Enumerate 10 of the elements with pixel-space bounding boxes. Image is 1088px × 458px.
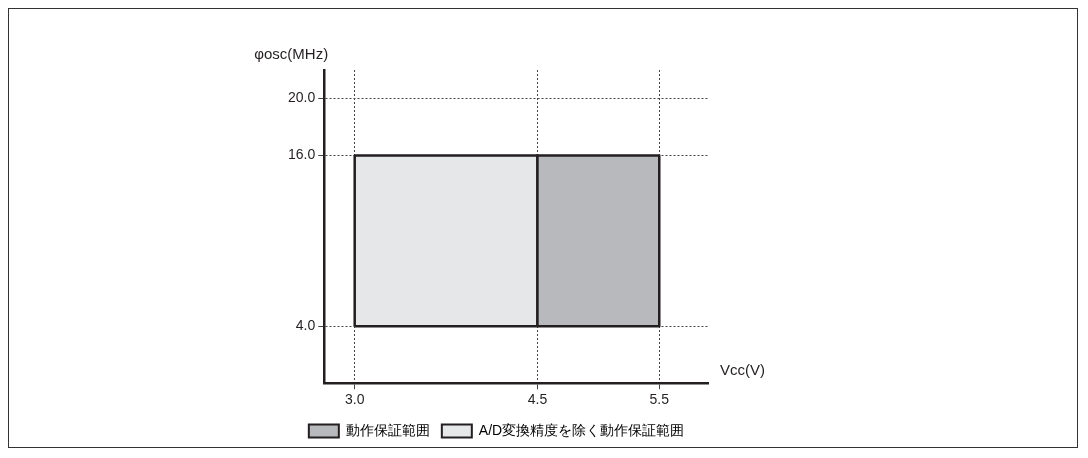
x-tick-label: 3.0 xyxy=(344,391,365,408)
x-tick-label: 4.5 xyxy=(527,391,548,408)
y-tick-label: 20.0 xyxy=(288,89,316,106)
x-axis-title: Vcc(V) xyxy=(720,361,765,379)
y-tick-label: 16.0 xyxy=(288,146,316,163)
x-tick-label: 5.5 xyxy=(649,391,670,408)
legend-label: A/D変換精度を除く動作保証範囲 xyxy=(478,421,685,438)
y-axis-title: φosc(MHz) xyxy=(254,44,329,62)
legend-label: 動作保証範囲 xyxy=(345,421,430,438)
y-tick-label: 4.0 xyxy=(295,317,316,334)
